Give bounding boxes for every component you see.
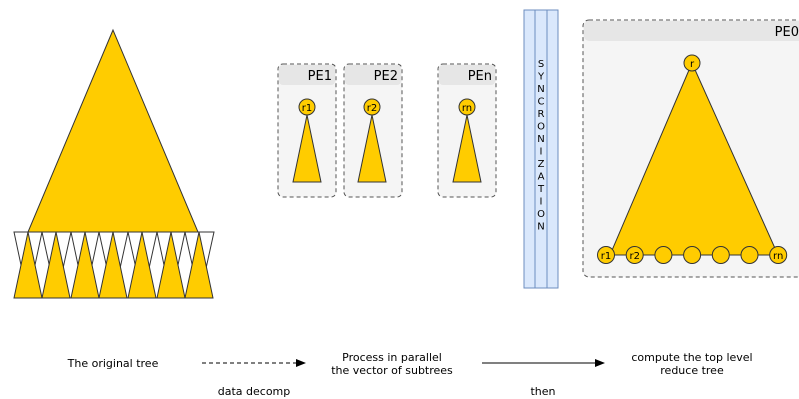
sync-letter: Z (538, 159, 545, 170)
original-tree-leaf-subtree (127, 231, 157, 299)
pe0-leaf-node (683, 246, 702, 264)
pen-subtree (452, 114, 482, 183)
original-tree-leaf-subtree (184, 231, 214, 299)
caption-original-tree: The original tree (67, 357, 159, 370)
pe2-label: PE2 (374, 69, 398, 84)
sync-letter: A (538, 172, 545, 183)
pe2-subtree (357, 114, 387, 183)
pe0-leaf-node (625, 246, 644, 264)
pe0-root-node (683, 54, 701, 72)
pe2-box: PE2 r2 (343, 63, 403, 198)
pe0-label: PE0 (775, 25, 799, 40)
pe2-root-node (363, 98, 381, 116)
pen-box: PEn rn (437, 63, 497, 198)
caption-process-line1: Process in parallel (342, 351, 442, 364)
pe0-leaf-node (769, 246, 788, 264)
original-tree-leaf-subtree (41, 231, 71, 299)
pe0-leaf-node (740, 246, 759, 264)
pe0-leaf-label: r1 (601, 251, 611, 262)
original-tree-leaf-subtree (70, 231, 100, 299)
pe1-subtree (292, 114, 322, 183)
original-tree-top-triangle (27, 28, 199, 233)
sync-letter: N (537, 222, 544, 233)
sync-letter: I (540, 147, 543, 158)
pe2-root-label: r2 (367, 103, 377, 114)
pe0-leaf-label: rn (773, 251, 783, 262)
sync-letter: O (537, 122, 545, 133)
sync-letter: T (537, 184, 545, 195)
pen-root-node (458, 98, 476, 116)
label-then: then (530, 385, 555, 398)
original-tree-leaf-subtree (98, 231, 128, 299)
sync-letter: N (537, 84, 544, 95)
pe0-leaf-node (711, 246, 730, 264)
pe1-label: PE1 (308, 69, 332, 84)
sync-letter: O (537, 209, 545, 220)
sync-letter: N (537, 134, 544, 145)
pe0-leaf-node (654, 246, 673, 264)
pe1-root-node (298, 98, 316, 116)
pe0-box: PE0 r r1 r2 rn (582, 19, 799, 278)
sync-letter: S (538, 59, 544, 70)
sync-letter: Y (537, 72, 545, 83)
pe0-leaf-nodes: r1 r2 rn (597, 246, 788, 264)
sync-letter: R (538, 109, 545, 120)
pen-label: PEn (468, 69, 492, 84)
pe0-root-label: r (690, 59, 695, 70)
sync-letter: I (540, 197, 543, 208)
caption-compute-line1: compute the top level (631, 351, 752, 364)
caption-compute-line2: reduce tree (660, 364, 724, 377)
caption-process-line2: the vector of subtrees (331, 364, 453, 377)
label-data-decomp: data decomp (218, 385, 291, 398)
original-tree-leaf-subtrees (13, 231, 215, 299)
pe0-leaf-node (597, 246, 615, 264)
pen-root-label: rn (462, 103, 472, 114)
pe1-root-label: r1 (302, 103, 312, 114)
original-tree-leaf-subtree (156, 231, 186, 299)
pe1-box: PE1 r1 (277, 63, 337, 198)
sync-letter: C (538, 97, 545, 108)
original-tree-leaf-subtree (13, 231, 43, 299)
pe0-leaf-label: r2 (629, 251, 639, 262)
original-tree (13, 28, 215, 299)
